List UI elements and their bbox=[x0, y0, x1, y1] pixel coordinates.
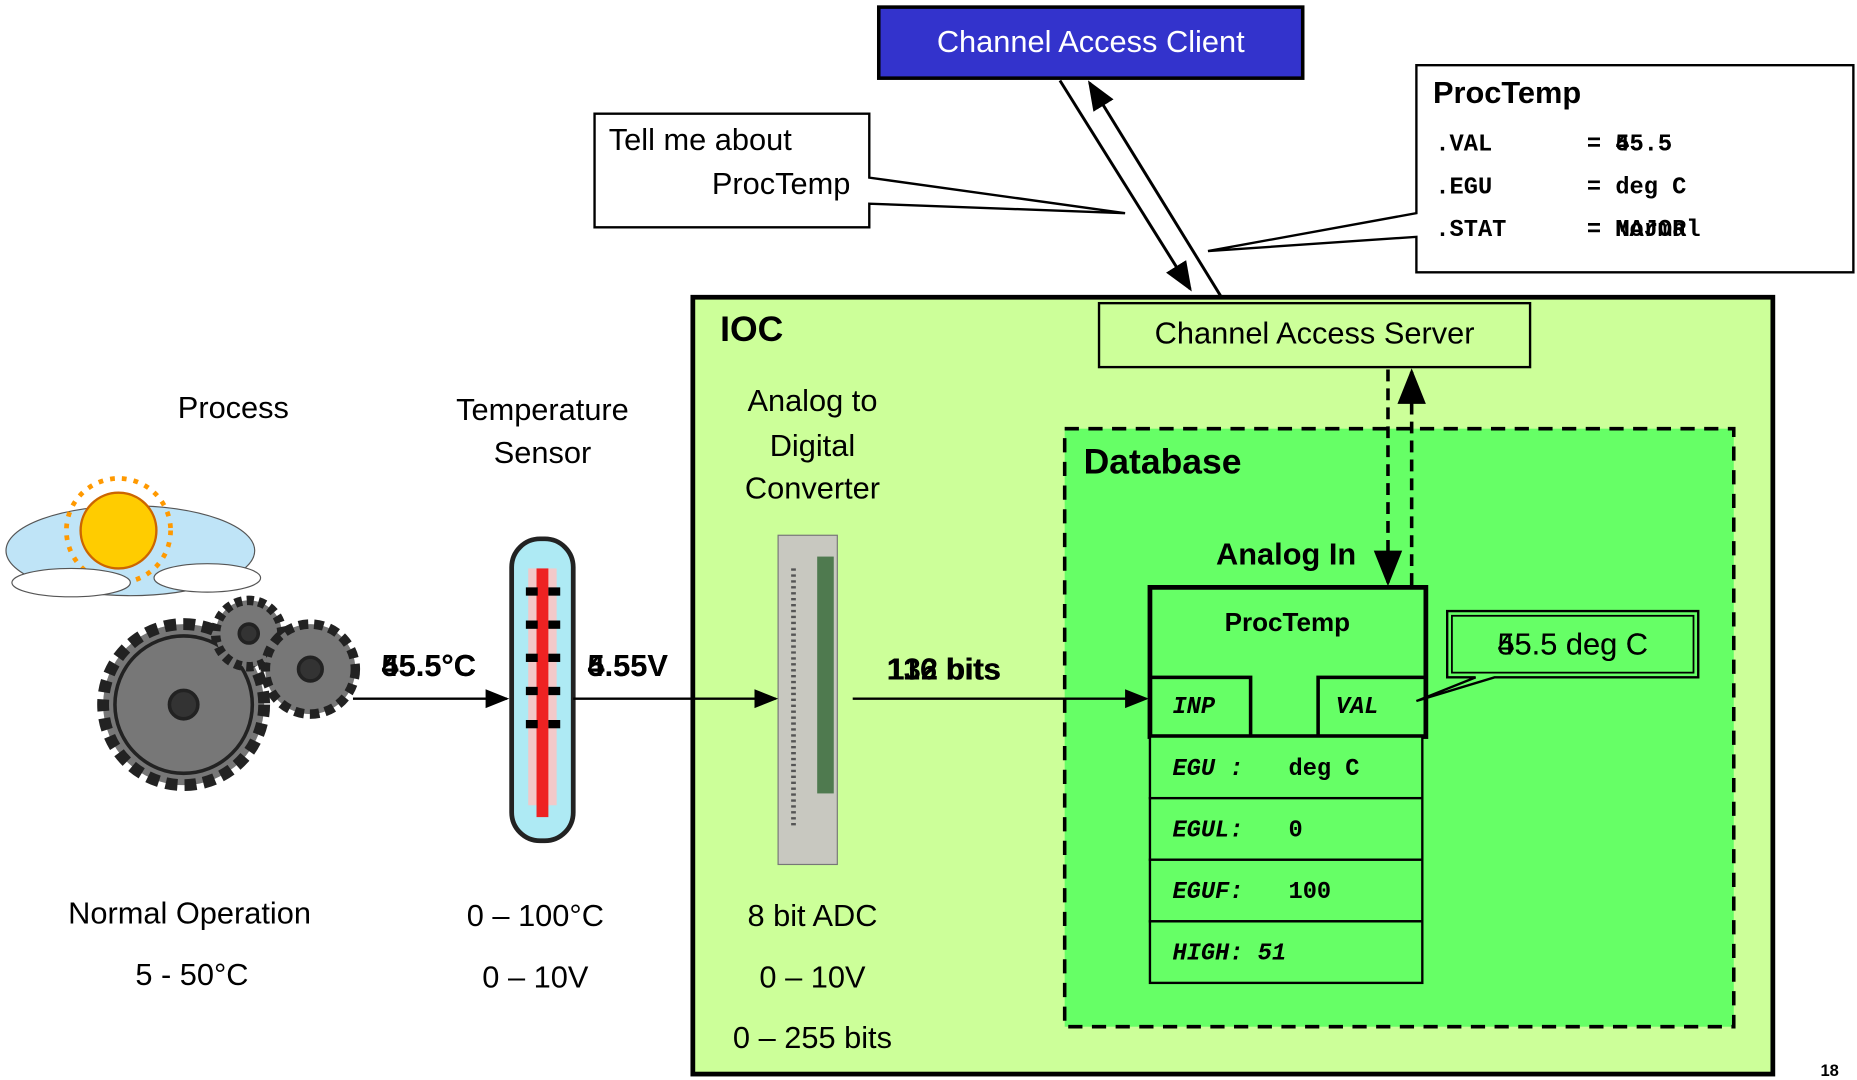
field-value: 100 bbox=[1289, 879, 1332, 906]
field-value: 0 bbox=[1289, 817, 1303, 844]
stage-note: Normal Operation bbox=[68, 896, 311, 931]
val-label: VAL bbox=[1336, 694, 1379, 721]
diagram: Channel Access Client Tell me about Proc… bbox=[0, 0, 1857, 1080]
stage-note: 0 – 255 bits bbox=[733, 1020, 892, 1055]
reply-field: .EGU bbox=[1435, 174, 1492, 201]
stage-note: 0 – 100°C bbox=[467, 898, 604, 933]
record-name: ProcTemp bbox=[1225, 607, 1350, 637]
stage-title: Process bbox=[178, 390, 289, 425]
signal-label: 5.55V bbox=[588, 648, 669, 683]
field-name: EGUL: bbox=[1172, 817, 1243, 844]
reply-arrow bbox=[1090, 83, 1223, 299]
reply-value: = 55.5 bbox=[1587, 132, 1672, 159]
stage-title: Converter bbox=[745, 470, 880, 505]
stage-title: Digital bbox=[770, 428, 856, 463]
database-title: Database bbox=[1084, 442, 1242, 482]
request-arrow bbox=[1060, 81, 1190, 289]
signal-label: 132 bits bbox=[887, 652, 1002, 687]
page: {"client": "Channel Access Client", "req… bbox=[0, 0, 1857, 1080]
ioc-title: IOC bbox=[720, 309, 783, 349]
reply-field: .STAT bbox=[1435, 217, 1506, 244]
value-display: 55.5 deg C bbox=[1497, 627, 1648, 662]
stage-title: Analog to bbox=[747, 383, 877, 418]
request-line: ProcTemp bbox=[712, 166, 851, 201]
stage-title: Sensor bbox=[494, 435, 591, 470]
reply-value: = MAJOR bbox=[1587, 217, 1687, 244]
field-value: deg C bbox=[1289, 756, 1360, 783]
client-label: Channel Access Client bbox=[937, 24, 1245, 59]
stage-note: 0 – 10V bbox=[759, 959, 866, 994]
inp-label: INP bbox=[1172, 694, 1215, 721]
sun-icon bbox=[6, 478, 261, 596]
reply-title: ProcTemp bbox=[1433, 75, 1581, 110]
field-name: EGU : bbox=[1172, 756, 1243, 783]
record-type: Analog In bbox=[1216, 537, 1356, 572]
field-name: EGUF: bbox=[1172, 879, 1243, 906]
thermometer-icon bbox=[512, 539, 574, 841]
adc-card-icon bbox=[778, 535, 837, 864]
stage-title: Temperature bbox=[456, 392, 629, 427]
server-label: Channel Access Server bbox=[1155, 315, 1475, 350]
stage-note: 5 - 50°C bbox=[135, 957, 248, 992]
gears-icon bbox=[103, 600, 355, 785]
reply-field: .VAL bbox=[1435, 132, 1492, 159]
request-line: Tell me about bbox=[609, 122, 792, 157]
signal-label: 55.5°C bbox=[382, 648, 476, 683]
field-name: HIGH: 51 bbox=[1172, 941, 1286, 968]
stage-note: 0 – 10V bbox=[482, 959, 589, 994]
stage-note: 8 bit ADC bbox=[747, 898, 877, 933]
reply-value: = deg C bbox=[1587, 174, 1686, 201]
page-number: 18 bbox=[1820, 1061, 1838, 1080]
